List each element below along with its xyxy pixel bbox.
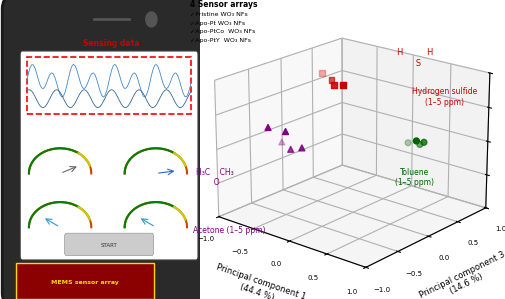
- Text: H         H
   S: H H S: [396, 48, 432, 68]
- FancyBboxPatch shape: [65, 233, 154, 256]
- FancyBboxPatch shape: [20, 51, 198, 260]
- Text: Sensing data: Sensing data: [83, 39, 139, 48]
- Legend: 4 Sensor arrays, ✓Pristine WO₃ NFs, ✓Apo-Pt WO₃ NFs, ✓Apo-PtCo  WO₃ NFs, ✓Apo-Pt: 4 Sensor arrays, ✓Pristine WO₃ NFs, ✓Apo…: [187, 0, 260, 45]
- Text: START: START: [100, 243, 117, 248]
- Circle shape: [102, 271, 120, 295]
- FancyBboxPatch shape: [16, 263, 154, 299]
- Text: Toluene
(1–5 ppm): Toluene (1–5 ppm): [394, 168, 434, 187]
- Text: H₃C    CH₃
  O: H₃C CH₃ O: [195, 168, 233, 187]
- FancyBboxPatch shape: [2, 0, 216, 299]
- Text: MEMS sensor array: MEMS sensor array: [50, 280, 118, 285]
- Y-axis label: Principal component 3
(14.6 %): Principal component 3 (14.6 %): [417, 250, 505, 299]
- Text: Acetone (1–5 ppm): Acetone (1–5 ppm): [193, 226, 265, 235]
- Text: Hydrogen sulfide
(1–5 ppm): Hydrogen sulfide (1–5 ppm): [412, 87, 477, 107]
- X-axis label: Principal component 1
(44.4 %): Principal component 1 (44.4 %): [211, 263, 306, 299]
- Circle shape: [145, 12, 157, 27]
